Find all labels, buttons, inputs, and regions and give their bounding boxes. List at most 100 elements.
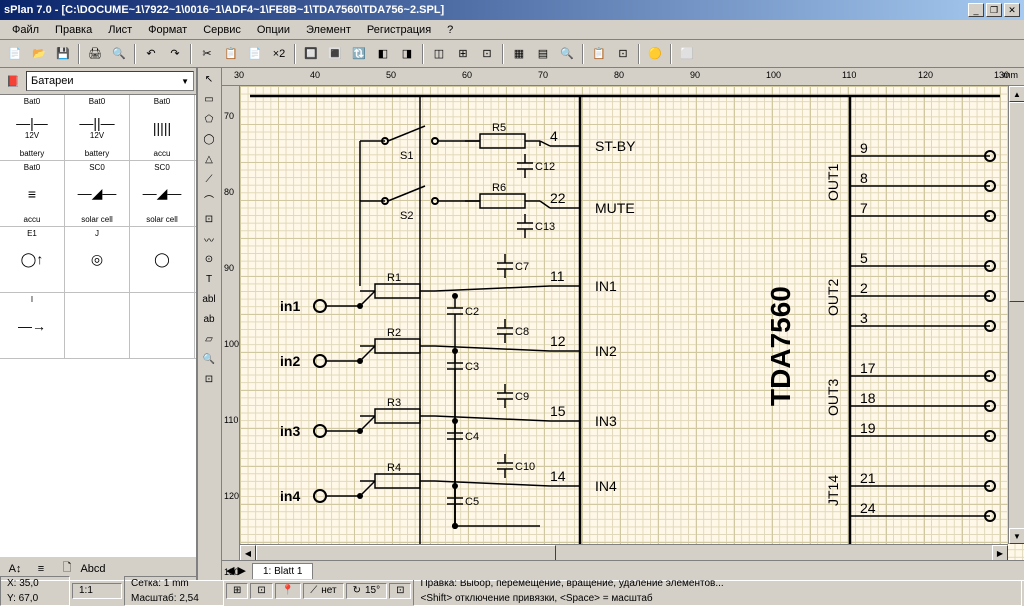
component-item[interactable]	[65, 293, 130, 358]
draw-tool-0[interactable]: ↖	[198, 70, 220, 89]
scroll-left-button[interactable]: ◀	[240, 545, 256, 560]
draw-tool-14[interactable]: 🔍	[198, 350, 220, 369]
svg-text:24: 24	[860, 500, 876, 516]
library-book-icon[interactable]: 📕	[2, 70, 24, 92]
ruler-tick: 50	[386, 70, 396, 80]
toolbar-btn-13[interactable]: ×2	[268, 43, 290, 65]
component-item[interactable]: E1◯↑	[0, 227, 65, 292]
close-button[interactable]: ✕	[1004, 3, 1020, 17]
draw-tool-8[interactable]: 〰	[198, 230, 220, 249]
draw-tool-13[interactable]: ▱	[198, 330, 220, 349]
svg-text:C5: C5	[465, 496, 479, 508]
title-text: sPlan 7.0 - [C:\DOCUME~1\7922~1\0016~1\A…	[4, 4, 968, 16]
library-dropdown[interactable]: Батареи ▼	[26, 71, 194, 91]
toolbar-btn-23[interactable]: ⊡	[476, 43, 498, 65]
separator	[638, 44, 640, 64]
draw-tool-9[interactable]: ⊙	[198, 250, 220, 269]
scroll-up-button[interactable]: ▲	[1009, 86, 1024, 102]
status-icon-4[interactable]: ⊡	[389, 583, 411, 599]
maximize-button[interactable]: ❐	[986, 3, 1002, 17]
toolbar-btn-11[interactable]: 📋	[220, 43, 242, 65]
toolbar-btn-21[interactable]: ◫	[428, 43, 450, 65]
toolbar-btn-25[interactable]: ▦	[508, 43, 530, 65]
component-item[interactable]: ◯	[130, 227, 195, 292]
scroll-thumb-v[interactable]	[1009, 102, 1024, 302]
toolbar-btn-7[interactable]: ↶	[140, 43, 162, 65]
toolbar-btn-4[interactable]: 🖨	[84, 43, 106, 65]
svg-text:8: 8	[860, 170, 868, 186]
ruler-tick-v: 80	[224, 187, 234, 197]
menu-Правка[interactable]: Правка	[47, 22, 100, 38]
component-item[interactable]: I—→	[0, 293, 65, 358]
draw-tool-6[interactable]: ⌒	[198, 190, 220, 209]
menu-?[interactable]: ?	[439, 22, 461, 38]
menu-Формат[interactable]: Формат	[140, 22, 195, 38]
toolbar-btn-19[interactable]: ◨	[396, 43, 418, 65]
status-icon-2[interactable]: ⊡	[250, 583, 272, 599]
toolbar-btn-32[interactable]: 🟡	[644, 43, 666, 65]
scrollbar-vertical[interactable]: ▲ ▼	[1008, 86, 1024, 544]
toolbar-btn-12[interactable]: 📄	[244, 43, 266, 65]
toolbar-btn-30[interactable]: ⊡	[612, 43, 634, 65]
panel-btn-3[interactable]: Abcd	[82, 558, 104, 580]
toolbar-btn-0[interactable]: 📄	[4, 43, 26, 65]
sheet-tab[interactable]: 1: Blatt 1	[252, 563, 313, 579]
draw-tool-4[interactable]: △	[198, 150, 220, 169]
toolbar-btn-15[interactable]: 🔲	[300, 43, 322, 65]
canvas[interactable]: 4ST-BY22MUTE11IN112IN215IN314IN4TDA75609…	[240, 86, 1024, 560]
component-solar cell[interactable]: SC0—◢—solar cell	[65, 161, 130, 226]
component-battery[interactable]: Bat0—||—12Vbattery	[65, 95, 130, 160]
component-item[interactable]	[130, 293, 195, 358]
draw-tool-16[interactable]	[198, 390, 220, 409]
toolbar-btn-16[interactable]: 🔳	[324, 43, 346, 65]
draw-tool-7[interactable]: ⊡	[198, 210, 220, 229]
toolbar-btn-27[interactable]: 🔍	[556, 43, 578, 65]
draw-tool-3[interactable]: ◯	[198, 130, 220, 149]
svg-text:C4: C4	[465, 431, 479, 443]
scroll-thumb-h[interactable]	[256, 545, 556, 560]
toolbar-btn-34[interactable]: ⬜	[676, 43, 698, 65]
toolbar-btn-5[interactable]: 🔍	[108, 43, 130, 65]
toolbar-btn-1[interactable]: 📂	[28, 43, 50, 65]
svg-text:5: 5	[860, 250, 868, 266]
toolbar-btn-22[interactable]: ⊞	[452, 43, 474, 65]
component-solar cell[interactable]: SC0—◢—solar cell	[130, 161, 195, 226]
status-icon-3[interactable]: 📍	[275, 583, 301, 599]
draw-tool-2[interactable]: ⬠	[198, 110, 220, 129]
toolbar-btn-17[interactable]: 🔃	[348, 43, 370, 65]
menu-Лист[interactable]: Лист	[100, 22, 140, 38]
svg-text:2: 2	[860, 280, 868, 296]
component-item[interactable]: J◎	[65, 227, 130, 292]
scroll-down-button[interactable]: ▼	[1009, 528, 1024, 544]
svg-text:in2: in2	[280, 353, 300, 369]
scrollbar-horizontal[interactable]: ◀ ▶	[240, 544, 1008, 560]
toolbar-btn-8[interactable]: ↷	[164, 43, 186, 65]
draw-tool-10[interactable]: T	[198, 270, 220, 289]
minimize-button[interactable]: _	[968, 3, 984, 17]
component-battery[interactable]: Bat0—|—12Vbattery	[0, 95, 65, 160]
scroll-right-button[interactable]: ▶	[992, 545, 1008, 560]
draw-tool-11[interactable]: abl	[198, 290, 220, 309]
draw-tool-1[interactable]: ▭	[198, 90, 220, 109]
toolbar-btn-10[interactable]: ✂	[196, 43, 218, 65]
toolbar-btn-26[interactable]: ▤	[532, 43, 554, 65]
component-accu[interactable]: Bat0|||||accu	[130, 95, 195, 160]
component-symbol: ◯↑	[21, 251, 44, 268]
menu-Сервис[interactable]: Сервис	[195, 22, 249, 38]
ruler-tick: 90	[690, 70, 700, 80]
menu-Элемент[interactable]: Элемент	[298, 22, 359, 38]
menu-Опции[interactable]: Опции	[249, 22, 298, 38]
statusbar: X: 35,0 Y: 67,0 1:1 Сетка: 1 mm Масштаб:…	[0, 580, 1024, 600]
menu-Регистрация[interactable]: Регистрация	[359, 22, 439, 38]
component-accu[interactable]: Bat0≡accu	[0, 161, 65, 226]
draw-tool-5[interactable]: ⟋	[198, 170, 220, 189]
status-icon-1[interactable]: ⊞	[226, 583, 248, 599]
menu-Файл[interactable]: Файл	[4, 22, 47, 38]
toolbar-btn-2[interactable]: 💾	[52, 43, 74, 65]
draw-tool-12[interactable]: ab	[198, 310, 220, 329]
toolbar-btn-18[interactable]: ◧	[372, 43, 394, 65]
svg-text:R3: R3	[387, 397, 401, 409]
draw-tool-15[interactable]: ⊡	[198, 370, 220, 389]
toolbar-btn-29[interactable]: 📋	[588, 43, 610, 65]
svg-text:OUT2: OUT2	[825, 278, 841, 316]
